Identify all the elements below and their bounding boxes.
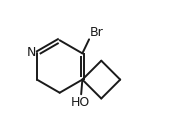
Text: Br: Br	[90, 26, 103, 39]
Text: HO: HO	[70, 96, 90, 109]
Text: N: N	[27, 46, 36, 59]
